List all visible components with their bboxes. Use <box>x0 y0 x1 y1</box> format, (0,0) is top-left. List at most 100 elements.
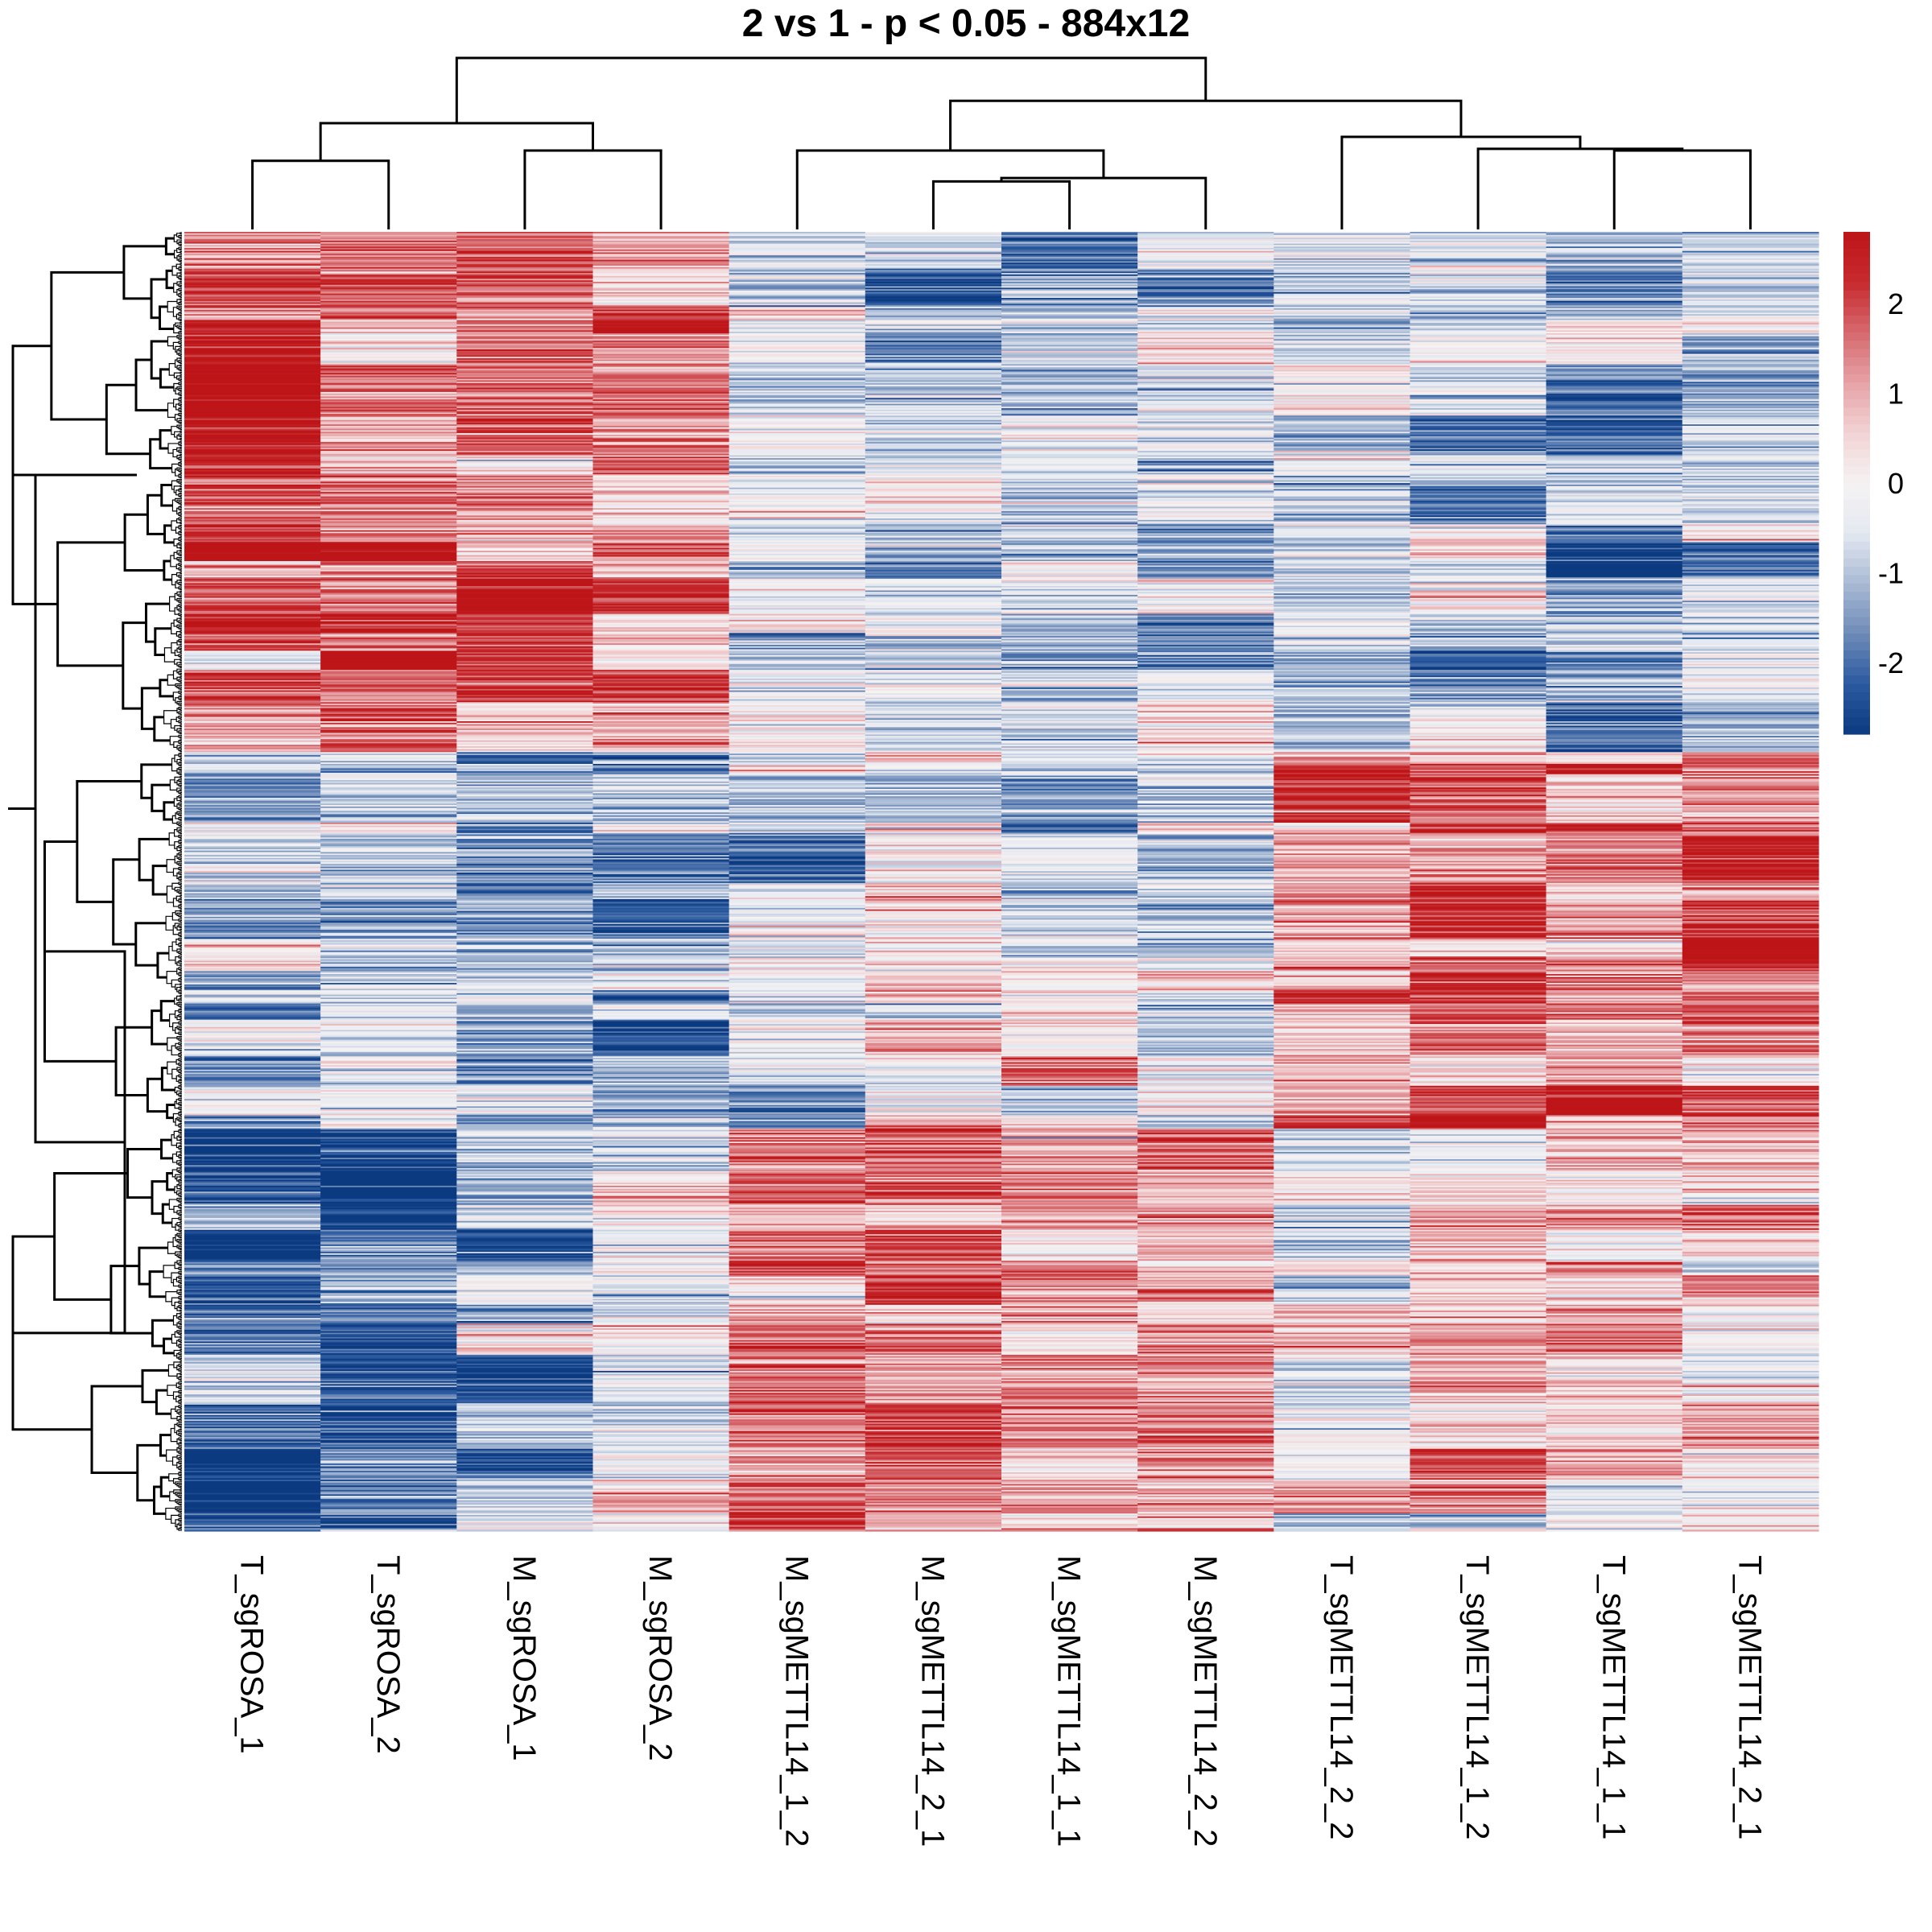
heatmap-cell <box>592 834 730 836</box>
heatmap-cell <box>184 768 321 770</box>
heatmap-cell <box>320 252 457 254</box>
dendrogram-branch <box>180 311 182 314</box>
heatmap-cell <box>456 770 594 772</box>
heatmap-cell <box>184 909 321 912</box>
heatmap-cell <box>320 1059 457 1062</box>
heatmap-cell <box>456 433 594 436</box>
heatmap-cell <box>320 806 457 809</box>
heatmap-cell <box>320 1046 457 1048</box>
heatmap-cell <box>184 1403 321 1406</box>
heatmap-cell <box>592 930 730 932</box>
heatmap-cell <box>320 659 457 662</box>
heatmap-cell <box>320 1435 457 1438</box>
heatmap-cell <box>592 825 730 828</box>
heatmap-cell <box>456 1199 594 1201</box>
heatmap-cell <box>320 1522 457 1525</box>
dendrogram-branch <box>178 972 180 976</box>
heatmap-cell <box>592 991 730 994</box>
heatmap-cell <box>320 1137 457 1140</box>
heatmap-cell <box>320 1404 457 1407</box>
heatmap-cell <box>592 643 730 646</box>
heatmap-cell <box>320 881 457 884</box>
heatmap-cell <box>456 382 594 384</box>
heatmap-cell <box>184 712 321 715</box>
heatmap-cell <box>456 526 594 530</box>
heatmap-cell <box>320 1074 457 1076</box>
heatmap-cell <box>320 1165 457 1167</box>
heatmap-cell <box>320 1088 457 1091</box>
heatmap-cell <box>320 909 457 912</box>
dendrogram-branch <box>180 1138 182 1141</box>
heatmap-cell <box>456 1088 594 1091</box>
heatmap-cell <box>592 321 730 324</box>
dendrogram-branch <box>180 761 182 764</box>
heatmap-cell <box>184 286 321 288</box>
heatmap-cell <box>456 586 594 588</box>
dendrogram-branch <box>175 469 179 477</box>
heatmap-cell <box>456 940 594 943</box>
heatmap-cell <box>320 925 457 928</box>
heatmap-cell <box>320 799 457 802</box>
heatmap-cell <box>456 816 594 819</box>
heatmap-cell <box>320 341 457 345</box>
dendrogram-branch <box>180 898 182 901</box>
heatmap-cell <box>592 1063 730 1066</box>
heatmap-cell <box>184 784 321 786</box>
heatmap-cell <box>456 408 594 411</box>
dendrogram-branch <box>180 543 182 547</box>
heatmap-cell <box>456 784 594 786</box>
dendrogram-branch <box>180 1221 182 1224</box>
heatmap-cell <box>184 1319 321 1322</box>
heatmap-cell <box>592 1141 730 1144</box>
heatmap-cell <box>456 887 594 890</box>
heatmap-cell <box>592 1247 730 1250</box>
heatmap-cell <box>320 891 457 894</box>
heatmap-cell <box>184 947 321 950</box>
heatmap-cell <box>456 1047 594 1050</box>
heatmap-cell <box>320 1259 457 1261</box>
dendrogram-branch <box>163 1337 175 1355</box>
heatmap-cell <box>320 1362 457 1364</box>
heatmap-cell <box>184 442 321 444</box>
heatmap-cell <box>592 914 730 916</box>
heatmap-cell <box>592 1009 730 1012</box>
heatmap-cell <box>320 1489 457 1492</box>
heatmap-cell <box>184 788 321 791</box>
heatmap-cell <box>320 734 457 737</box>
heatmap-cell <box>456 421 594 423</box>
heatmap-cell <box>184 266 321 270</box>
dendrogram-branch <box>153 716 171 742</box>
dendrogram-branch <box>174 359 177 368</box>
heatmap-cell <box>592 571 730 574</box>
heatmap-cell <box>184 1028 321 1031</box>
heatmap-cell <box>456 1278 594 1281</box>
heatmap-cell <box>456 444 594 448</box>
heatmap-cell <box>456 501 594 503</box>
heatmap-cell <box>184 490 321 493</box>
heatmap-cell <box>184 1055 321 1057</box>
heatmap-cell <box>184 1220 321 1224</box>
heatmap-cell <box>456 806 594 809</box>
heatmap-cell <box>184 1025 321 1028</box>
heatmap-cell <box>320 1516 457 1519</box>
heatmap-cell <box>320 1178 457 1181</box>
heatmap-cell <box>456 1035 594 1038</box>
heatmap-cell <box>456 675 594 678</box>
heatmap-cell <box>184 982 321 985</box>
heatmap-cell <box>184 1059 321 1062</box>
dendrogram-branch <box>180 508 182 511</box>
heatmap-cell <box>320 1117 457 1121</box>
heatmap-cell <box>184 458 321 460</box>
heatmap-cell <box>456 762 594 765</box>
heatmap-cell <box>592 362 730 365</box>
heatmap-cell <box>320 265 457 268</box>
heatmap-cell <box>184 903 321 906</box>
dendrogram-branch <box>175 1059 179 1065</box>
dendrogram-branch <box>180 974 182 977</box>
heatmap-cell <box>184 1216 321 1219</box>
heatmap-cell <box>184 780 321 782</box>
heatmap-cell <box>320 588 457 592</box>
heatmap-cell <box>592 699 730 702</box>
heatmap-cell <box>184 1008 321 1010</box>
heatmap-cell <box>184 1418 321 1420</box>
